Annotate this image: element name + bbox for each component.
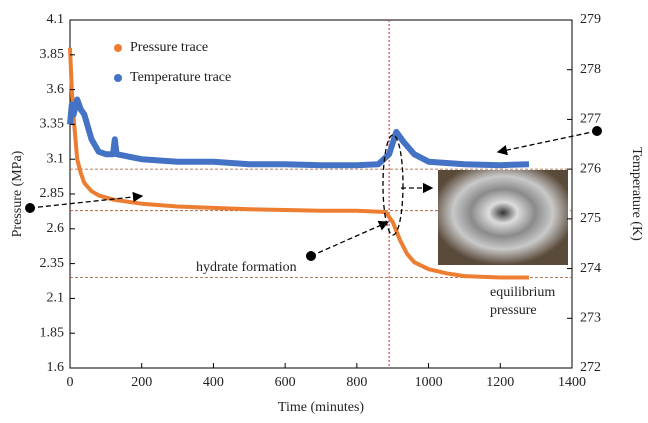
- x-axis-label: Time (minutes): [278, 400, 365, 415]
- arrows: [29, 130, 598, 257]
- y-tick-label: 1.6: [47, 360, 65, 375]
- x-tick-label: 1200: [486, 375, 514, 390]
- series-line: [67, 96, 530, 169]
- y2-tick-label: 277: [580, 112, 601, 127]
- y-tick-label: 3.6: [47, 82, 65, 97]
- legend-label: Pressure trace: [130, 40, 208, 55]
- y-axis-label: Pressure (MPa): [10, 150, 25, 237]
- legend-marker: [114, 74, 122, 82]
- y2-tick-label: 274: [580, 261, 601, 276]
- photo: [438, 170, 568, 265]
- arrow-dots: [25, 126, 602, 261]
- x-tick-label: 1400: [558, 375, 586, 390]
- y2-axis-label: Temperature (K): [629, 147, 644, 241]
- annotation: equilibrium: [490, 285, 555, 300]
- annotation: hydrate formation: [196, 260, 297, 275]
- legend-marker: [114, 44, 122, 52]
- y2-tick-label: 272: [580, 360, 601, 375]
- y2-tick-label: 279: [580, 12, 601, 27]
- x-tick-label: 600: [275, 375, 296, 390]
- series-line: [68, 47, 529, 280]
- y-tick-label: 2.1: [47, 291, 65, 306]
- y2-tick-label: 276: [580, 161, 601, 176]
- x-tick-label: 1000: [415, 375, 443, 390]
- annotation: pressure: [490, 303, 537, 318]
- y2-tick-label: 278: [580, 62, 601, 77]
- y-tick-label: 3.35: [40, 117, 65, 132]
- y-tick-label: 4.1: [47, 12, 65, 27]
- y2-tick-label: 275: [580, 211, 601, 226]
- y-tick-label: 1.85: [40, 325, 65, 340]
- x-tick-label: 400: [203, 375, 224, 390]
- y-tick-label: 2.85: [40, 186, 65, 201]
- y-tick-label: 3.85: [40, 47, 65, 62]
- y-tick-label: 3.1: [47, 151, 65, 166]
- y2-tick-label: 273: [580, 311, 601, 326]
- x-tick-label: 0: [67, 375, 74, 390]
- y-tick-label: 2.35: [40, 256, 65, 271]
- legend-label: Temperature trace: [130, 70, 231, 85]
- x-tick-label: 200: [131, 375, 152, 390]
- x-tick-label: 800: [346, 375, 367, 390]
- y-tick-label: 2.6: [47, 221, 65, 236]
